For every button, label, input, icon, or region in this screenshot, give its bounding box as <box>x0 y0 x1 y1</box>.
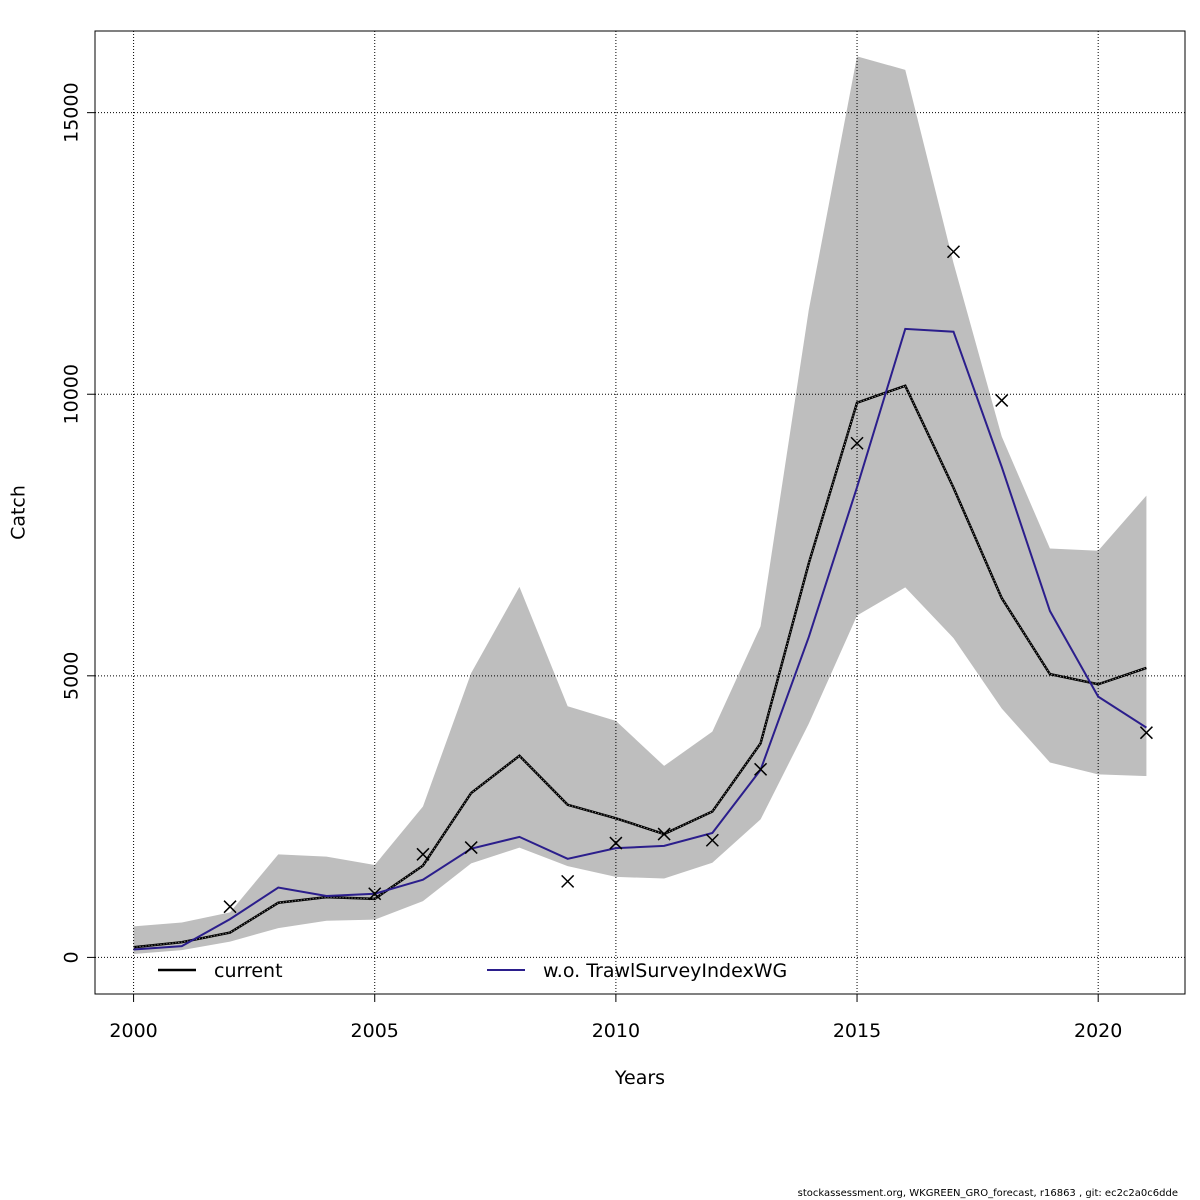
axis-layer: 2000 2005 2010 2015 2020 0 5000 10000 15000 <box>61 82 1123 1042</box>
observation-points-layer <box>223 245 1153 914</box>
series-layer <box>133 327 1147 951</box>
footer-credit: stockassessment.org, WKGREEN_GRO_forecas… <box>797 1188 1178 1199</box>
x-tick-label: 2005 <box>351 1020 399 1042</box>
plot-frame <box>94 30 1186 995</box>
observation-point <box>754 762 768 776</box>
observation-point <box>850 436 864 450</box>
x-tick-label: 2000 <box>109 1020 157 1042</box>
x-tick-label: 2020 <box>1074 1020 1122 1042</box>
observation-point <box>946 245 961 259</box>
observation-point <box>1139 726 1153 740</box>
x-tick-label: 2015 <box>833 1020 881 1042</box>
observation-point <box>995 393 1009 407</box>
observation-point <box>609 836 623 850</box>
observation-point <box>416 847 430 861</box>
observation-point <box>705 833 719 847</box>
legend-label-current: current <box>214 960 283 982</box>
observation-point <box>368 887 382 901</box>
observation-point <box>657 827 671 841</box>
legend-label-wo-trawl-survey: w.o. TrawlSurveyIndexWG <box>543 960 787 982</box>
y-tick-label: 10000 <box>61 364 83 424</box>
observation-point <box>464 841 478 855</box>
y-tick-label: 15000 <box>61 82 83 142</box>
observation-point <box>223 900 237 914</box>
y-axis-title: Catch <box>8 485 30 540</box>
y-tick-label: 5000 <box>61 652 83 700</box>
series-line-current <box>133 384 1147 949</box>
confidence-band <box>133 56 1147 955</box>
observation-point <box>561 874 575 888</box>
x-axis-title: Years <box>614 1067 665 1089</box>
y-tick-label: 0 <box>61 951 83 963</box>
series-line-wo-trawl-survey <box>133 327 1147 951</box>
confidence-band-layer <box>133 56 1147 955</box>
x-tick-label: 2010 <box>592 1020 640 1042</box>
legend: current w.o. TrawlSurveyIndexWG <box>158 960 787 982</box>
